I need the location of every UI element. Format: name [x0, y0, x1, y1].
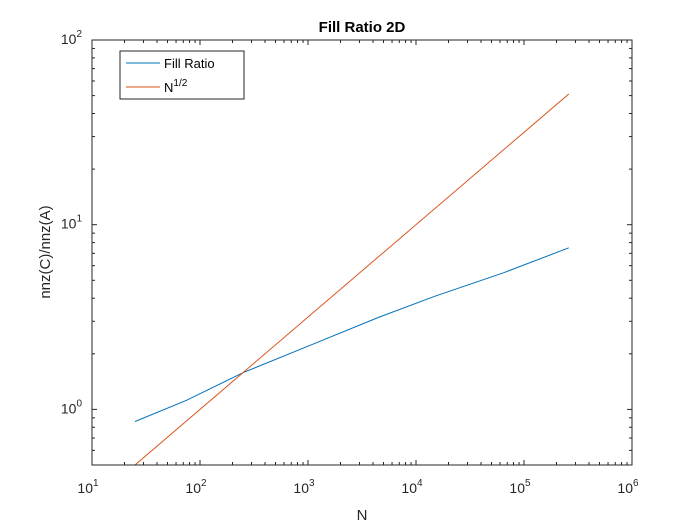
x-tick-label-base: 10	[77, 480, 93, 496]
x-axis-label: N	[357, 507, 368, 524]
series-line-0	[134, 247, 569, 422]
y-axis-label: nnz(C)/nnz(A)	[37, 205, 54, 298]
y-tick-label-base: 10	[61, 400, 77, 416]
series-line-1	[134, 93, 570, 466]
x-tick-label-base: 10	[293, 480, 309, 496]
legend-box	[119, 50, 245, 100]
y-tick-label-exp: 0	[76, 398, 82, 409]
x-tick-label: 102	[185, 478, 207, 496]
y-tick-label-base: 10	[61, 216, 77, 232]
x-tick-label: 104	[401, 478, 423, 496]
x-tick-label-base: 10	[617, 480, 633, 496]
x-tick-label-base: 10	[509, 480, 525, 496]
x-tick-label-exp: 5	[525, 478, 531, 489]
chart-title: Fill Ratio 2D	[319, 19, 406, 36]
x-tick-label-base: 10	[401, 480, 417, 496]
x-tick-label: 105	[509, 478, 531, 496]
legend-label-sqrt-n: N1/2	[164, 78, 188, 95]
x-tick-label: 106	[617, 478, 639, 496]
y-tick-label-exp: 1	[76, 214, 82, 225]
x-tick-label-exp: 6	[633, 478, 639, 489]
legend-label-fill-ratio: Fill Ratio	[164, 56, 215, 71]
y-tick-label: 100	[61, 398, 83, 416]
y-tick-label-base: 10	[61, 31, 77, 47]
x-tick-label-base: 10	[185, 480, 201, 496]
y-tick-label: 101	[61, 214, 83, 232]
plot-frame	[91, 39, 633, 466]
x-tick-label: 103	[293, 478, 315, 496]
legend: Fill Ratio N1/2	[119, 50, 245, 100]
x-tick-label-exp: 4	[417, 478, 423, 489]
x-tick-label-exp: 2	[201, 478, 207, 489]
x-tick-label-exp: 1	[93, 478, 99, 489]
x-tick-label-exp: 3	[309, 478, 315, 489]
x-tick-label: 101	[77, 478, 99, 496]
series-layer	[134, 93, 570, 466]
legend-label-sqrt-n-base: N	[164, 80, 173, 95]
y-tick-label: 102	[61, 29, 83, 47]
plot-background	[92, 40, 632, 465]
legend-label-sqrt-n-exp: 1/2	[173, 78, 187, 89]
y-tick-label-exp: 2	[76, 29, 82, 40]
